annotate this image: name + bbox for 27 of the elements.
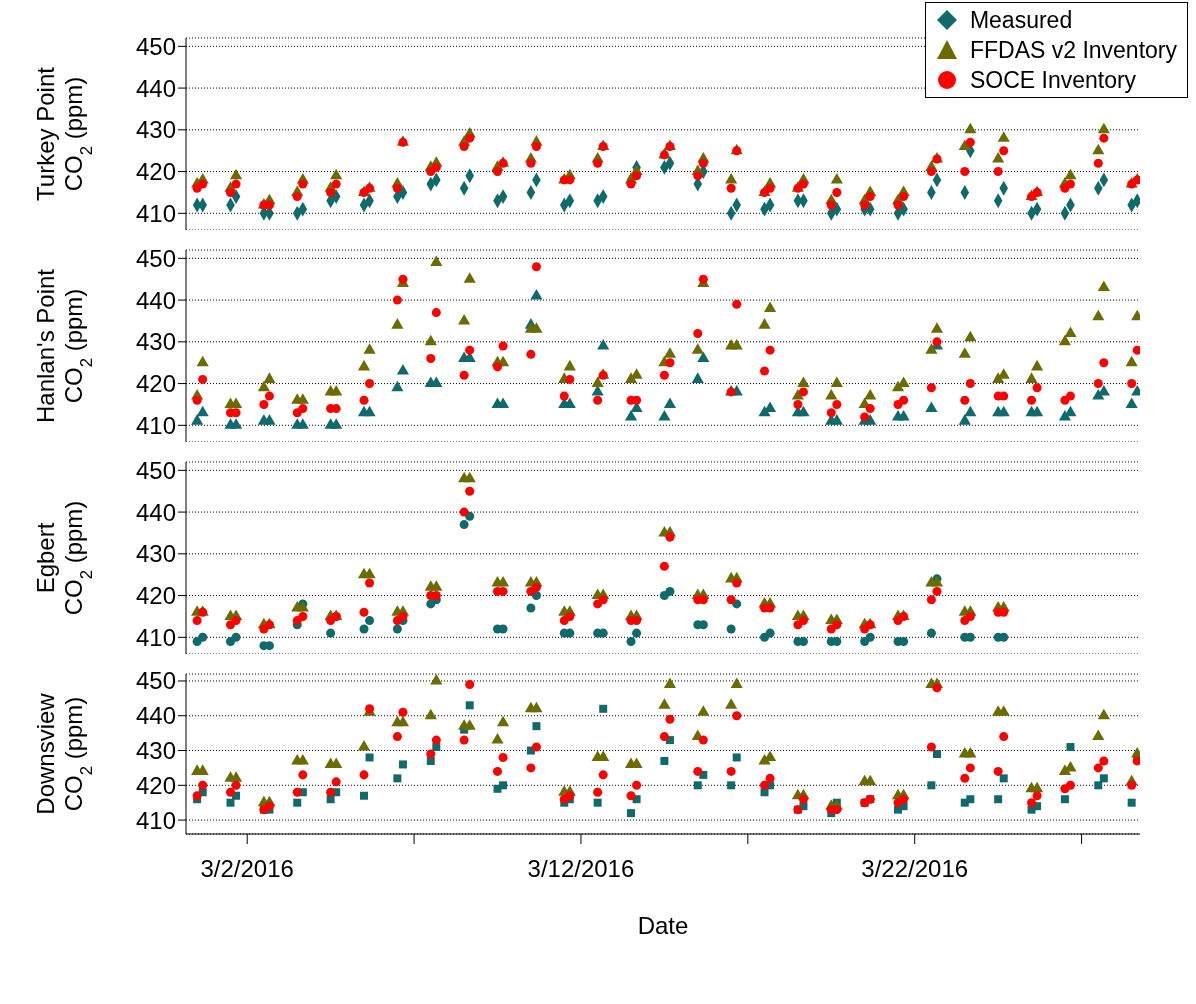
y-tick-label: 410	[135, 806, 176, 834]
y-tick-label: 420	[135, 582, 176, 610]
y-tick-label: 450	[135, 32, 176, 60]
y-tick-label: 410	[135, 411, 176, 439]
y-tick-label: 440	[135, 74, 176, 102]
y-tick-label: 440	[135, 702, 176, 730]
x-tick-label: 3/2/2016	[200, 855, 294, 883]
y-tick-label: 430	[135, 540, 176, 568]
y-tick-label: 420	[135, 158, 176, 186]
y-tick-label: 430	[135, 328, 176, 356]
legend-label: FFDAS v2 Inventory	[969, 36, 1177, 65]
legend-label: SOCE Inventory	[969, 66, 1137, 95]
y-tick-label: 410	[135, 199, 176, 227]
y-tick-label: 440	[135, 286, 176, 314]
y-tick-label: 420	[135, 771, 176, 799]
y-tick-label: 450	[135, 667, 176, 695]
y-tick-label: 440	[135, 498, 176, 526]
x-axis-title: Date	[637, 912, 689, 939]
y-tick-label: 410	[135, 623, 176, 651]
y-tick-label: 450	[135, 244, 176, 272]
y-tick-label: 430	[135, 737, 176, 765]
y-tick-label: 420	[135, 370, 176, 398]
x-tick-label: 3/12/2016	[527, 855, 635, 883]
y-tick-label: 430	[135, 116, 176, 144]
legend-label: Measured	[969, 6, 1073, 35]
y-tick-label: 450	[135, 456, 176, 484]
x-tick-label: 3/22/2016	[861, 855, 969, 883]
